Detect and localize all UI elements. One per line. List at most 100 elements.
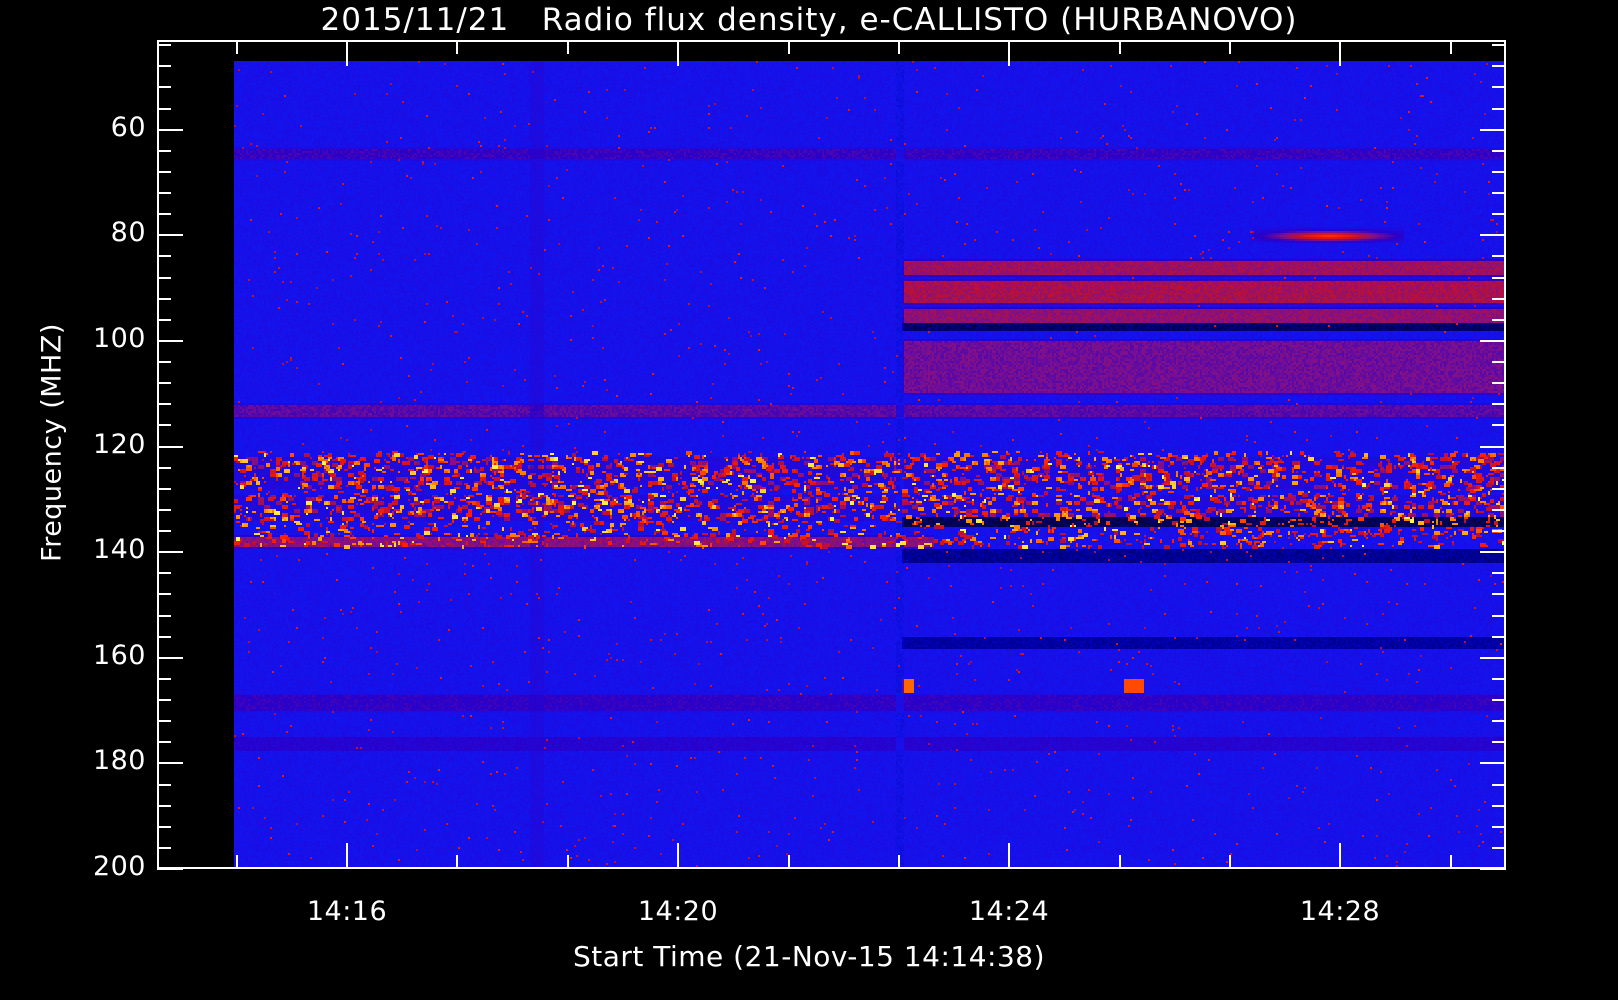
y-axis-minor-tick [157,403,171,405]
y-axis-minor-tick-right [1492,826,1506,828]
y-tick-label: 180 [92,745,146,776]
y-axis-major-tick-right [1480,551,1506,553]
y-axis-minor-tick [157,44,171,46]
x-axis-major-tick-top [1008,40,1010,66]
y-axis-minor-tick-right [1492,572,1506,574]
y-axis-minor-tick [157,805,171,807]
y-axis-minor-tick [157,319,171,321]
y-axis-minor-tick-right [1492,86,1506,88]
y-axis-minor-tick [157,361,171,363]
y-axis-minor-tick [157,678,171,680]
y-axis-major-tick-right [1480,129,1506,131]
y-axis-minor-tick [157,277,171,279]
x-axis-major-tick-top [1339,40,1341,66]
y-axis-minor-tick [157,192,171,194]
y-axis-minor-tick [157,488,171,490]
y-axis-minor-tick [157,213,171,215]
y-axis-minor-tick-right [1492,784,1506,786]
x-tick-label: 14:24 [968,896,1050,927]
y-axis-minor-tick-right [1492,467,1506,469]
x-axis-major-tick-top [346,40,348,66]
y-axis-minor-tick-right [1492,678,1506,680]
y-axis-minor-tick-right [1492,403,1506,405]
x-axis-minor-tick-top [456,40,458,54]
x-axis-minor-tick-top [788,40,790,54]
y-axis-minor-tick-right [1492,636,1506,638]
y-axis-minor-tick [157,720,171,722]
y-tick-label: 160 [92,640,146,671]
y-axis-major-tick [157,657,183,659]
y-axis-minor-tick-right [1492,361,1506,363]
x-axis-minor-tick [898,855,900,869]
spectrogram-image [234,61,1506,869]
y-axis-minor-tick-right [1492,277,1506,279]
x-axis-minor-tick [788,855,790,869]
y-axis-minor-tick-right [1492,509,1506,511]
x-axis-major-tick [346,843,348,869]
x-axis-minor-tick-top [1229,40,1231,54]
y-axis-minor-tick [157,741,171,743]
y-axis-minor-tick-right [1492,593,1506,595]
x-axis-major-tick [677,843,679,869]
y-axis-major-tick-right [1480,762,1506,764]
y-axis-minor-tick-right [1492,615,1506,617]
x-tick-label: 14:16 [306,896,388,927]
y-axis-major-tick-right [1480,340,1506,342]
y-axis-minor-tick-right [1492,171,1506,173]
y-axis-minor-tick [157,108,171,110]
y-axis-major-tick-right [1480,234,1506,236]
y-axis-minor-tick-right [1492,298,1506,300]
y-axis-minor-tick [157,509,171,511]
y-axis-minor-tick-right [1492,108,1506,110]
y-tick-label: 80 [110,217,146,248]
y-axis-minor-tick [157,65,171,67]
y-tick-label: 200 [92,851,146,882]
y-axis-minor-tick-right [1492,424,1506,426]
y-axis-major-tick-right [1480,868,1506,870]
x-axis-title: Start Time (21-Nov-15 14:14:38) [572,940,1046,973]
y-axis-minor-tick-right [1492,741,1506,743]
x-axis-minor-tick [1450,855,1452,869]
x-axis-minor-tick-top [567,40,569,54]
y-axis-minor-tick-right [1492,319,1506,321]
y-tick-label: 100 [92,323,146,354]
y-axis-major-tick [157,340,183,342]
y-axis-minor-tick [157,530,171,532]
x-axis-minor-tick [1229,855,1231,869]
y-axis-minor-tick [157,424,171,426]
x-axis-major-tick [1008,843,1010,869]
y-axis-minor-tick [157,298,171,300]
y-axis-minor-tick [157,615,171,617]
y-axis-minor-tick [157,171,171,173]
y-axis-major-tick [157,762,183,764]
x-axis-major-tick-top [677,40,679,66]
x-axis-minor-tick [1119,855,1121,869]
y-axis-minor-tick-right [1492,805,1506,807]
y-axis-minor-tick-right [1492,65,1506,67]
plot-axes-frame [157,40,1506,869]
y-axis-minor-tick-right [1492,488,1506,490]
y-axis-minor-tick-right [1492,382,1506,384]
x-tick-label: 14:28 [1299,896,1381,927]
x-axis-minor-tick [456,855,458,869]
x-axis-minor-tick-top [1450,40,1452,54]
x-axis-minor-tick [236,855,238,869]
y-axis-minor-tick-right [1492,720,1506,722]
y-axis-major-tick [157,234,183,236]
y-axis-minor-tick [157,826,171,828]
y-axis-minor-tick [157,255,171,257]
y-axis-minor-tick-right [1492,192,1506,194]
page-title: 2015/11/21 Radio flux density, e-CALLIST… [320,2,1298,38]
y-axis-minor-tick [157,382,171,384]
x-tick-label: 14:20 [637,896,719,927]
y-axis-minor-tick [157,699,171,701]
y-axis-major-tick-right [1480,657,1506,659]
y-axis-minor-tick-right [1492,213,1506,215]
x-axis-minor-tick-top [898,40,900,54]
y-axis-minor-tick [157,86,171,88]
y-axis-minor-tick-right [1492,255,1506,257]
x-axis-minor-tick-top [1119,40,1121,54]
x-axis-minor-tick [567,855,569,869]
y-axis-minor-tick-right [1492,847,1506,849]
